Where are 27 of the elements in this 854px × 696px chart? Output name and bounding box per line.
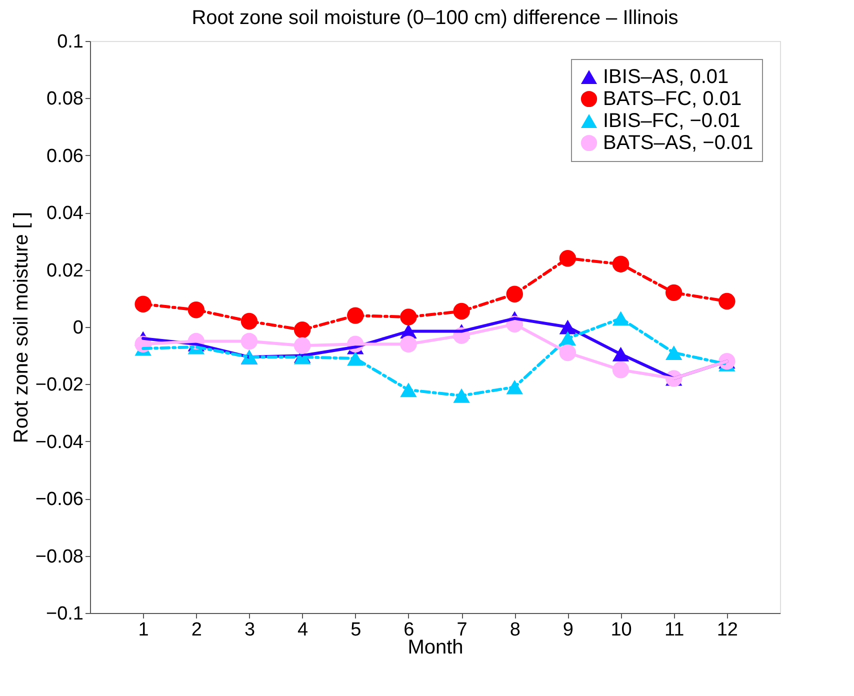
x-tick-label: 1 — [138, 620, 149, 640]
y-tick-label: −0.04 — [35, 432, 84, 453]
chart-title: Root zone soil moisture (0–100 cm) difference – Illinois — [192, 7, 678, 29]
x-tick-label: 2 — [191, 620, 202, 640]
y-tick-label: −0.08 — [35, 546, 84, 568]
y-tick-label: 0.02 — [46, 260, 84, 282]
legend-label: BATS–FC, 0.01 — [603, 88, 742, 110]
legend-label: IBIS–AS, 0.01 — [603, 66, 729, 88]
y-tick-label: 0 — [72, 318, 84, 338]
legend-label: BATS–AS, −0.01 — [603, 132, 754, 154]
x-tick-label: 10 — [610, 620, 632, 640]
y-tick-label: −0.06 — [35, 489, 84, 510]
x-tick-label: 9 — [562, 620, 574, 640]
y-tick-label: 0.06 — [46, 146, 84, 167]
legend-label: IBIS–FC, −0.01 — [603, 110, 740, 132]
x-tick-label: 4 — [298, 620, 309, 640]
x-tick-label: 5 — [350, 620, 362, 640]
y-tick-label: 0.04 — [46, 203, 84, 224]
y-axis-title: Root zone soil moisture [ ] — [10, 212, 32, 444]
x-tick-label: 3 — [244, 620, 256, 640]
x-tick-label: 11 — [664, 620, 684, 640]
y-tick-label: 0.08 — [46, 88, 84, 110]
y-tick-label: 0.1 — [57, 32, 84, 52]
x-tick-label: 8 — [510, 620, 520, 640]
y-tick-label: −0.02 — [35, 374, 84, 396]
y-tick-label: −0.1 — [46, 604, 84, 624]
x-tick-label: 12 — [716, 620, 738, 640]
